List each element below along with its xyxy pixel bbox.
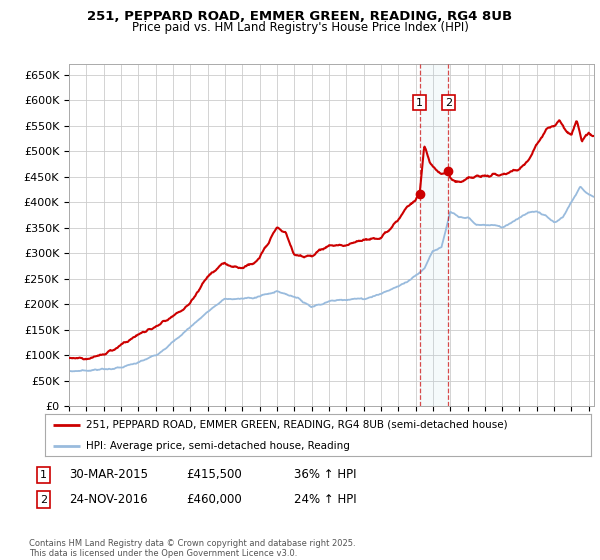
Text: 2: 2 [445,97,452,108]
Text: £415,500: £415,500 [186,468,242,482]
Text: 251, PEPPARD ROAD, EMMER GREEN, READING, RG4 8UB: 251, PEPPARD ROAD, EMMER GREEN, READING,… [88,10,512,23]
Text: Contains HM Land Registry data © Crown copyright and database right 2025.
This d: Contains HM Land Registry data © Crown c… [29,539,355,558]
Text: 24-NOV-2016: 24-NOV-2016 [69,493,148,506]
Bar [419,64,448,406]
Text: HPI: Average price, semi-detached house, Reading: HPI: Average price, semi-detached house,… [86,441,350,451]
Text: £460,000: £460,000 [186,493,242,506]
Text: Price paid vs. HM Land Registry's House Price Index (HPI): Price paid vs. HM Land Registry's House … [131,21,469,34]
Text: 36% ↑ HPI: 36% ↑ HPI [294,468,356,482]
Text: 1: 1 [416,97,423,108]
Text: 30-MAR-2015: 30-MAR-2015 [69,468,148,482]
Text: 251, PEPPARD ROAD, EMMER GREEN, READING, RG4 8UB (semi-detached house): 251, PEPPARD ROAD, EMMER GREEN, READING,… [86,420,508,430]
Text: 24% ↑ HPI: 24% ↑ HPI [294,493,356,506]
Text: 1: 1 [40,470,47,480]
Text: 2: 2 [40,494,47,505]
